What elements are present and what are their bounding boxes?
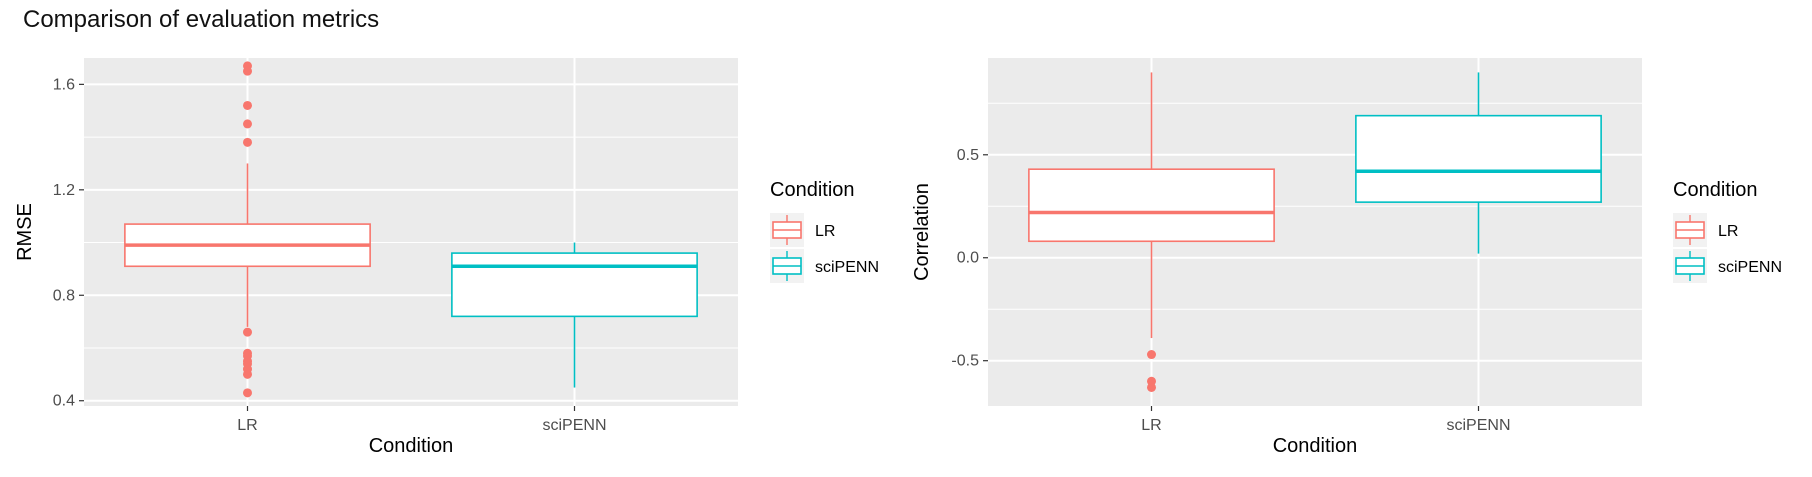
outlier-point (243, 388, 252, 398)
y-tick-label: 1.6 (53, 76, 75, 93)
legend: Condition LR sciPENN (770, 179, 879, 283)
box-LR (1028, 72, 1275, 392)
box-sciPENN (451, 242, 698, 388)
y-tick-label: 0.0 (957, 250, 979, 267)
x-axis-label: Condition (1273, 435, 1358, 457)
outlier-point (243, 100, 252, 110)
x-tick-label: LR (1141, 417, 1161, 434)
x-tick-label: sciPENN (1446, 417, 1510, 434)
legend-label: sciPENN (1718, 259, 1782, 276)
figure-title: Comparison of evaluation metrics (23, 6, 380, 33)
chart-1: 0.4 0.8 1.2 1.6 LR sciPENN Condition RMSE Condit… (14, 58, 879, 457)
y-axis-label: RMSE (14, 203, 36, 261)
legend-label: LR (815, 223, 835, 240)
x-tick-label: sciPENN (542, 417, 606, 434)
outlier-point (243, 66, 252, 76)
outlier-point (243, 327, 252, 337)
outlier-point (1147, 376, 1156, 386)
outlier-point (243, 369, 252, 379)
iqr-box (451, 252, 698, 318)
legend-title: Condition (770, 179, 855, 201)
legend-label: LR (1718, 223, 1738, 240)
y-tick-label: 0.8 (53, 287, 75, 304)
box-sciPENN (1355, 72, 1602, 254)
legend-title: Condition (1673, 179, 1758, 201)
x-axis-label: Condition (369, 435, 454, 457)
x-tick-label: LR (237, 417, 257, 434)
outlier-point (243, 119, 252, 129)
outlier-point (1147, 382, 1156, 392)
outlier-point (1147, 350, 1156, 360)
y-tick-label: 0.4 (53, 393, 75, 410)
iqr-box (1028, 168, 1275, 243)
y-tick-label: 0.5 (957, 147, 979, 164)
legend-label: sciPENN (815, 259, 879, 276)
y-tick-label: 1.2 (53, 182, 75, 199)
outlier-point (243, 137, 252, 147)
y-axis-label: Correlation (911, 183, 933, 281)
y-tick-label: -0.5 (951, 353, 979, 370)
iqr-box (1355, 114, 1602, 203)
box-LR (124, 61, 371, 398)
legend: Condition LR sciPENN (1673, 179, 1782, 283)
chart-2: -0.5 0.0 0.5 LR sciPENN Condition Correlation C… (911, 58, 1782, 457)
